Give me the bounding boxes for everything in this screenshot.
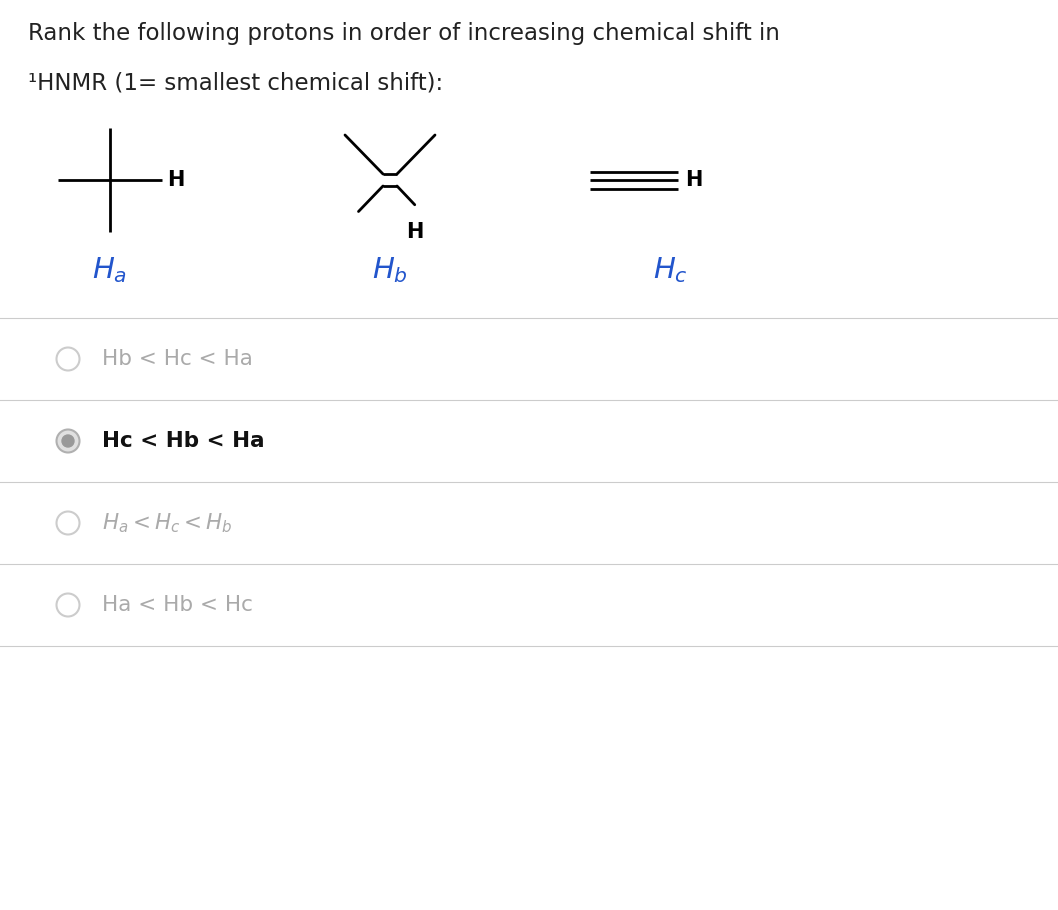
Circle shape — [56, 593, 79, 616]
Text: Hb < Hc < Ha: Hb < Hc < Ha — [102, 349, 253, 369]
Text: H: H — [685, 170, 703, 190]
Circle shape — [62, 435, 74, 447]
Text: H: H — [406, 222, 423, 242]
Circle shape — [56, 348, 79, 370]
Circle shape — [56, 511, 79, 534]
Text: $H_c$: $H_c$ — [653, 255, 688, 285]
Text: H: H — [167, 170, 184, 190]
Text: $H_a < H_c < H_b$: $H_a < H_c < H_b$ — [102, 511, 233, 535]
Text: Ha < Hb < Hc: Ha < Hb < Hc — [102, 595, 253, 615]
Text: $H_b$: $H_b$ — [372, 255, 408, 285]
Text: ¹HNMR (1= smallest chemical shift):: ¹HNMR (1= smallest chemical shift): — [28, 72, 443, 95]
Text: $H_a$: $H_a$ — [92, 255, 128, 285]
Text: Rank the following protons in order of increasing chemical shift in: Rank the following protons in order of i… — [28, 22, 780, 45]
Circle shape — [56, 430, 79, 452]
Text: Hc < Hb < Ha: Hc < Hb < Ha — [102, 431, 264, 451]
